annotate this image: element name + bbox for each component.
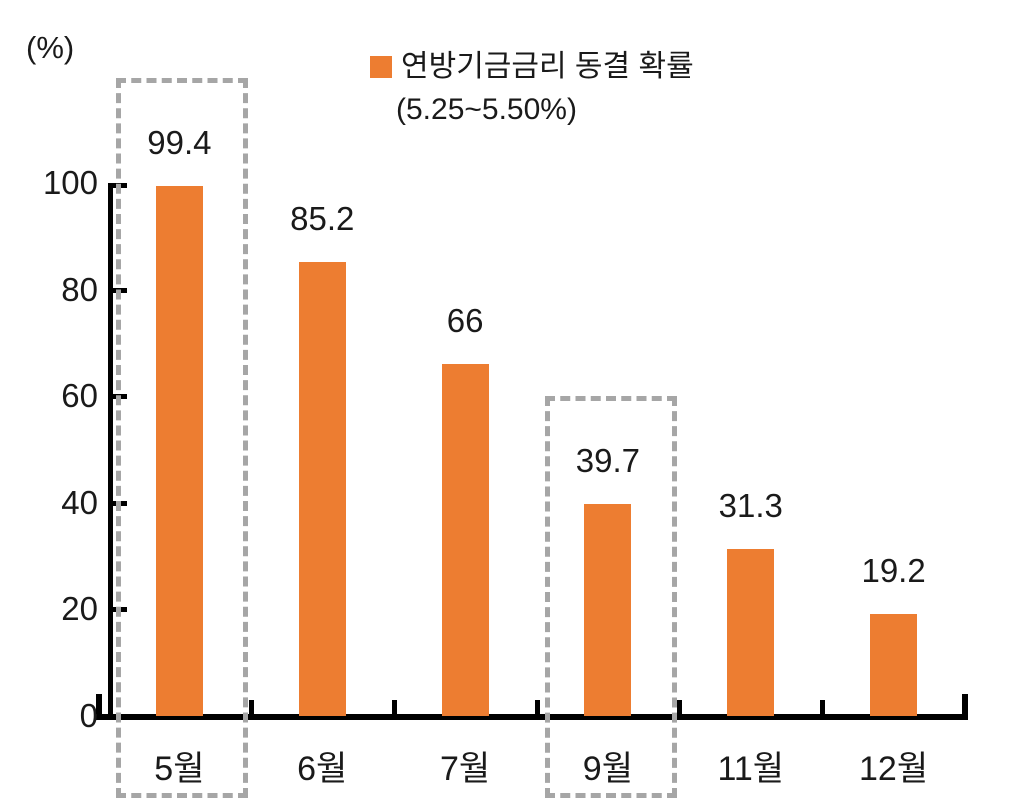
highlight-box [544, 396, 677, 798]
plot-area: 99.4 85.2 66 39.7 31.3 19.2 [108, 124, 965, 716]
bar-value-label: 66 [446, 302, 484, 340]
bar [584, 504, 632, 716]
x-axis-label: 9월 [582, 750, 633, 788]
bar [727, 549, 775, 716]
x-axis-tick [677, 700, 683, 714]
bar-value-label: 19.2 [861, 551, 926, 589]
x-axis-label: 11월 [717, 750, 785, 788]
bar [298, 261, 346, 716]
x-axis-tick [391, 700, 397, 714]
x-axis-tick [248, 700, 254, 714]
bar [870, 613, 918, 716]
x-axis-label: 12월 [859, 750, 929, 788]
bar [441, 364, 489, 716]
bar-value-label: 85.2 [290, 199, 355, 237]
x-axis-end-tick [962, 694, 968, 714]
x-axis-label: 5월 [154, 750, 205, 788]
x-axis-tick [534, 700, 540, 714]
x-axis-label: 6월 [297, 750, 348, 788]
highlight-box [116, 78, 249, 798]
legend-label: 연방기금금리 동결 확률 [401, 50, 694, 83]
bar-value-label: 39.7 [575, 442, 641, 480]
legend: 연방기금금리 동결 확률 (5.25~5.50%) [370, 50, 694, 126]
y-axis-unit-label: (%) [26, 30, 75, 65]
legend-marker-icon [370, 55, 392, 78]
x-axis-line [96, 714, 968, 720]
bar [155, 186, 203, 716]
bar-value-label: 31.3 [718, 487, 783, 525]
y-axis-line [108, 183, 113, 720]
x-axis-label: 7월 [439, 750, 491, 788]
x-axis-tick [820, 700, 826, 714]
x-axis-end-tick [96, 694, 102, 714]
y-axis-tick-label: 0 [79, 697, 98, 734]
y-axis-tick-label: 60 [61, 377, 98, 415]
y-axis-tick-label: 20 [61, 590, 98, 628]
y-axis-tick-label: 100 [42, 164, 98, 201]
y-axis-tick-label: 80 [61, 270, 98, 308]
legend-sublabel: (5.25~5.50%) [396, 93, 577, 126]
y-axis-tick-label: 40 [61, 483, 98, 521]
bar-value-label: 99.4 [147, 124, 212, 162]
